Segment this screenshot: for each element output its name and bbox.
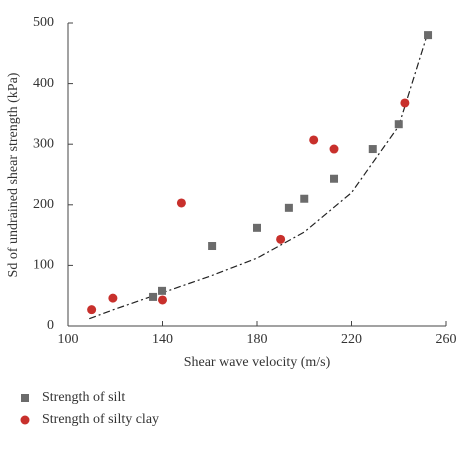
point <box>309 135 319 145</box>
legend-marker <box>20 415 30 425</box>
x-tick-label: 100 <box>58 332 79 347</box>
point <box>424 31 433 40</box>
trend-line <box>89 34 428 320</box>
point <box>208 242 217 251</box>
legend-label: Strength of silt <box>42 390 125 405</box>
y-tick-label: 300 <box>33 136 54 151</box>
point <box>276 234 286 244</box>
point <box>158 295 167 305</box>
y-tick-label: 200 <box>33 197 54 212</box>
legend-label: Strength of silty clay <box>42 412 159 427</box>
point <box>300 194 309 203</box>
x-axis-label: Shear wave velocity (m/s) <box>184 355 331 370</box>
point <box>330 174 339 183</box>
point <box>329 144 339 154</box>
point <box>108 293 118 303</box>
x-tick-label: 220 <box>341 332 362 347</box>
y-tick-label: 100 <box>33 258 54 273</box>
x-tick-label: 260 <box>436 332 457 347</box>
x-tick-label: 140 <box>152 332 173 347</box>
point <box>400 98 410 108</box>
point <box>176 198 186 208</box>
point <box>253 223 261 232</box>
legend-marker <box>21 394 29 402</box>
point <box>149 292 158 301</box>
y-tick-label: 0 <box>47 318 54 333</box>
point <box>394 120 403 129</box>
y-tick-label: 400 <box>33 76 54 91</box>
point <box>87 305 97 315</box>
y-axis-label: Sd of undrained shear strength (kPa) <box>6 72 21 277</box>
x-tick-label: 180 <box>247 332 268 347</box>
point <box>158 286 167 295</box>
point <box>368 145 377 154</box>
point <box>284 203 293 212</box>
y-tick-label: 500 <box>33 15 54 30</box>
